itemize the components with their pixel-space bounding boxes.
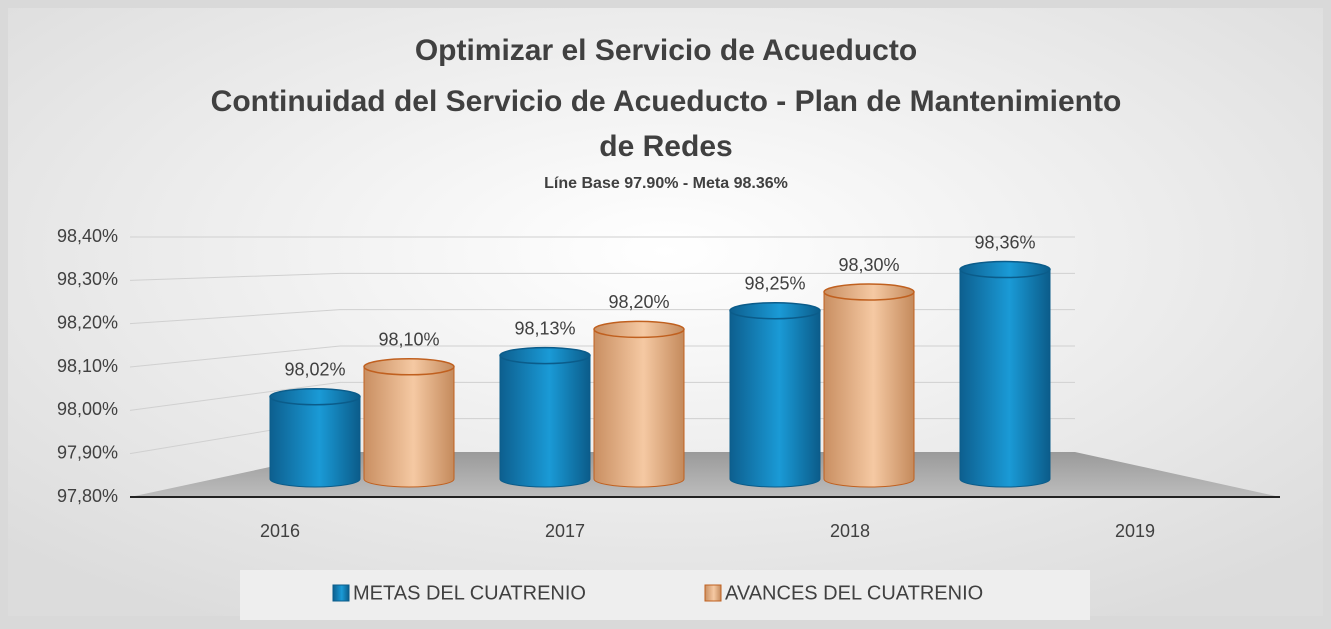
y-tick-label: 98,30% [57, 269, 118, 289]
bar [593, 320, 685, 488]
y-tick-label: 98,10% [57, 356, 118, 376]
chart-subtitle: Líne Base 97.90% - Meta 98.36% [544, 175, 788, 192]
bar [499, 346, 591, 488]
bar-body [269, 396, 361, 488]
x-tick-label: 2019 [1115, 521, 1155, 541]
y-tick-label: 97,90% [57, 442, 118, 462]
x-tick-label: 2018 [830, 521, 870, 541]
bar [729, 301, 821, 488]
data-label: 98,36% [974, 232, 1035, 252]
bar-top [729, 301, 821, 320]
chart-title: Continuidad del Servicio de Acueducto - … [211, 85, 1122, 118]
x-tick-label: 2017 [545, 521, 585, 541]
data-label: 98,13% [514, 318, 575, 338]
legend-label: AVANCES DEL CUATRENIO [725, 582, 983, 604]
data-label: 98,10% [378, 330, 439, 350]
bar-body [499, 355, 591, 488]
y-tick-label: 98,20% [57, 312, 118, 332]
bar-body [363, 366, 455, 488]
legend-label: METAS DEL CUATRENIO [353, 582, 586, 604]
chart-background [8, 8, 1323, 616]
data-label: 98,30% [838, 255, 899, 275]
bar-body [729, 310, 821, 488]
bar-body [593, 328, 685, 488]
bar [959, 260, 1051, 488]
bar-body [823, 291, 915, 488]
bar [363, 358, 455, 488]
bar-top [269, 387, 361, 406]
legend-swatch [704, 584, 722, 602]
bar [269, 387, 361, 488]
chart-title: de Redes [599, 130, 732, 163]
bar-body [959, 269, 1051, 488]
data-label: 98,25% [744, 273, 805, 293]
chart-title: Optimizar el Servicio de Acueducto [415, 34, 917, 67]
bar-top [823, 283, 915, 301]
legend-box [240, 570, 1090, 620]
bar-top [593, 320, 685, 339]
grid-line [129, 272, 1075, 281]
y-tick-label: 97,80% [57, 486, 118, 506]
legend-swatch [332, 584, 350, 602]
bar-top [363, 358, 455, 376]
y-tick-label: 98,00% [57, 399, 118, 419]
bar-top [959, 260, 1051, 279]
data-label: 98,20% [608, 292, 669, 312]
y-tick-label: 98,40% [57, 226, 118, 246]
x-tick-label: 2016 [260, 521, 300, 541]
bar-top [499, 346, 591, 365]
data-label: 98,02% [284, 359, 345, 379]
bar [823, 283, 915, 488]
